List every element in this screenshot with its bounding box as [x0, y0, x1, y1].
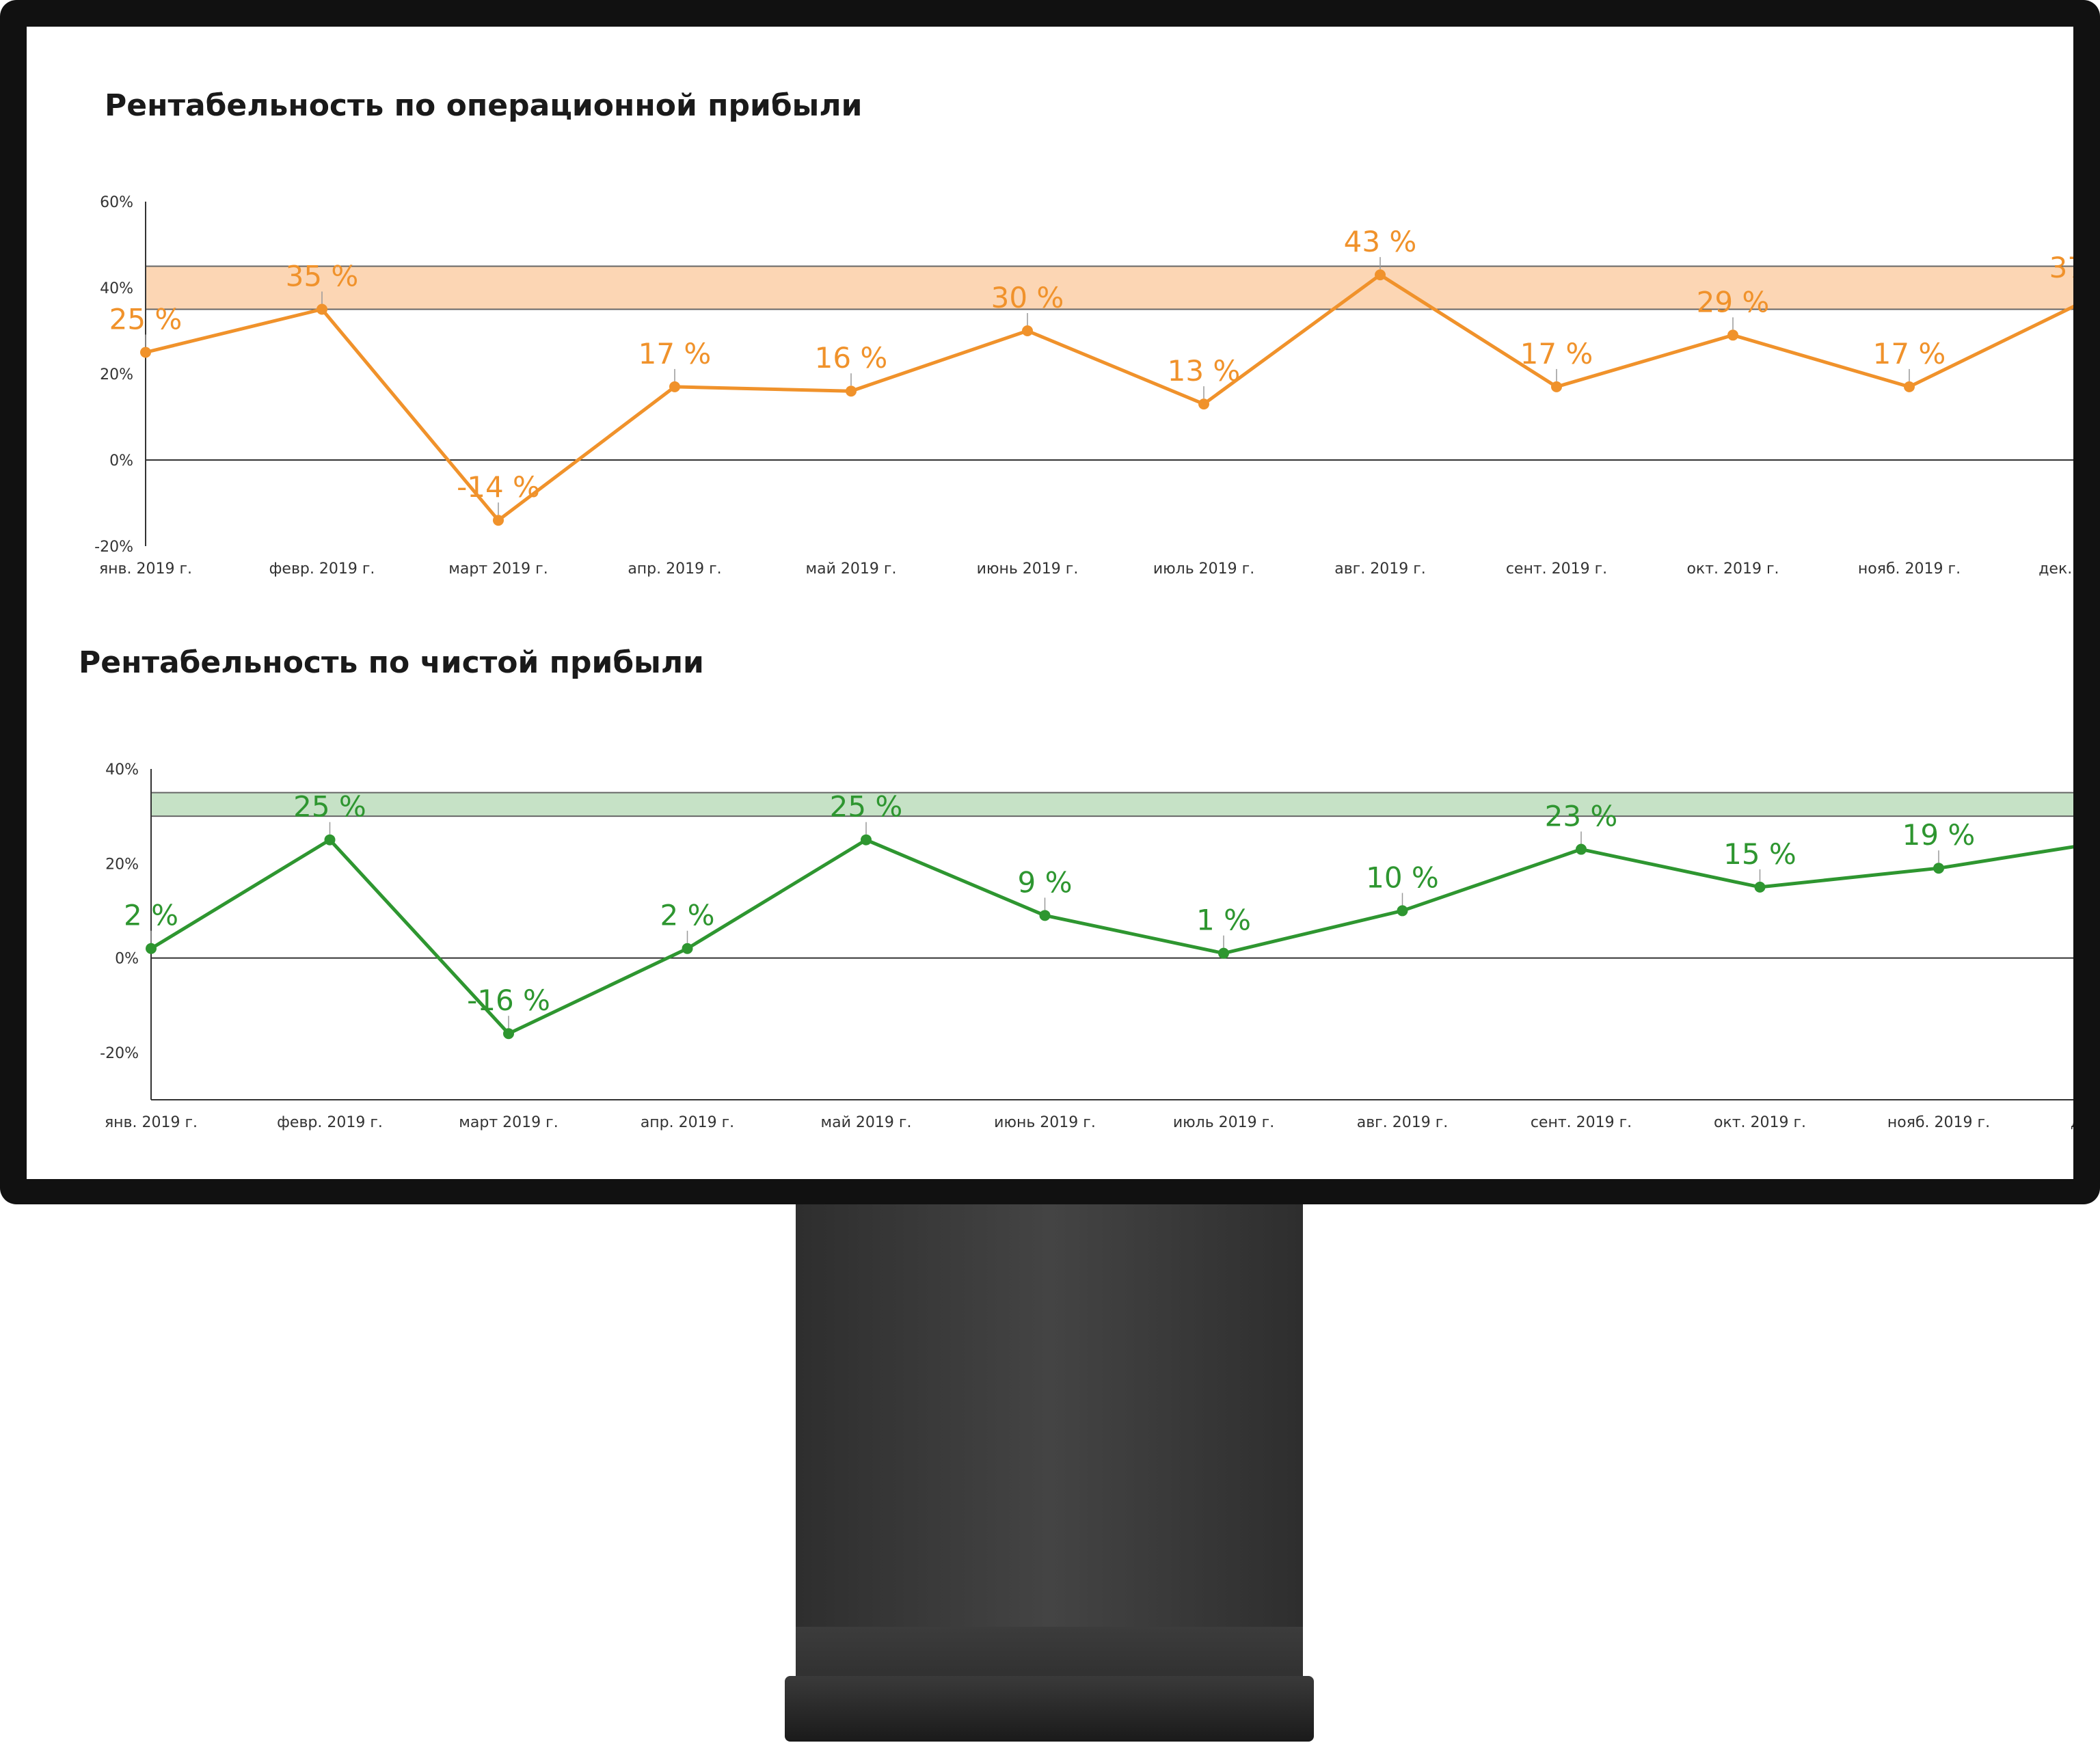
x-tick-label: нояб. 2019 г.	[1858, 560, 1961, 578]
data-label: 23 %	[1545, 800, 1618, 833]
data-label: 35 %	[286, 260, 359, 293]
x-tick-label: окт. 2019 г.	[1686, 560, 1779, 578]
data-point	[324, 834, 336, 846]
data-label: 43 %	[1344, 225, 1417, 258]
data-point	[1576, 843, 1587, 855]
data-point	[140, 347, 151, 358]
x-tick-label: февр. 2019 г.	[269, 560, 375, 578]
data-label: 2 %	[660, 899, 715, 932]
data-label: 16 %	[815, 341, 888, 375]
data-label: 19 %	[1902, 818, 1976, 852]
series-line	[150, 838, 2073, 1036]
data-label: 25 %	[109, 303, 183, 336]
y-tick-label: 40%	[100, 280, 133, 297]
x-tick-label: авг. 2019 г.	[1334, 560, 1426, 578]
target-band	[151, 792, 2073, 817]
chart-title-operating: Рентабельность по операционной прибыли	[105, 88, 863, 123]
x-tick-label: июнь 2019 г.	[994, 1114, 1096, 1131]
x-tick-label: янв. 2019 г.	[99, 560, 192, 578]
data-label: 30 %	[991, 281, 1064, 314]
x-tick-label: дек. 2019 г.	[2038, 560, 2073, 578]
data-label: 1 %	[1196, 904, 1251, 937]
data-point	[1754, 881, 1766, 893]
x-tick-label: сент. 2019 г.	[1531, 1114, 1632, 1131]
data-point	[1551, 381, 1562, 392]
x-tick-label: апр. 2019 г.	[628, 560, 721, 578]
data-point	[1397, 905, 1408, 917]
data-point	[1375, 269, 1386, 281]
y-tick-label: 60%	[100, 194, 133, 211]
x-tick-label: сент. 2019 г.	[1506, 560, 1607, 578]
data-point	[1904, 381, 1915, 392]
x-tick-label: май 2019 г.	[821, 1114, 912, 1131]
y-tick-label: -20%	[94, 539, 133, 556]
data-point	[1022, 325, 1033, 336]
y-tick-label: 40%	[105, 761, 139, 779]
x-tick-label: июнь 2019 г.	[977, 560, 1079, 578]
data-point	[503, 1028, 514, 1040]
chart-operating-margin: -20% 0% 20% 40% 60% янв. 2019 г. февр. 2019 г.…	[94, 194, 2073, 578]
x-tick-label: янв. 2019 г.	[105, 1114, 198, 1131]
data-point	[1198, 398, 1209, 410]
monitor-stand-base	[785, 1676, 1314, 1742]
data-label: 17 %	[1520, 337, 1593, 370]
data-label: 17 %	[638, 337, 712, 370]
data-point	[861, 834, 872, 846]
data-point	[493, 515, 504, 526]
data-label: -16 %	[467, 984, 550, 1017]
data-label: 10 %	[1366, 861, 1439, 894]
x-tick-label: апр. 2019 г.	[641, 1114, 734, 1131]
y-tick-label: 0%	[109, 452, 133, 470]
data-label: 25 %	[830, 790, 903, 824]
x-tick-label: июль 2019 г.	[1173, 1114, 1274, 1131]
x-tick-label: нояб. 2019 г.	[1887, 1114, 1990, 1131]
x-tick-label: окт. 2019 г.	[1714, 1114, 1806, 1131]
data-point	[1933, 863, 1944, 874]
y-tick-label: 0%	[115, 951, 139, 968]
data-label: 25 %	[293, 790, 366, 824]
data-point	[669, 381, 680, 392]
data-point	[146, 943, 157, 954]
y-tick-label: 20%	[100, 366, 133, 383]
data-label: 9 %	[1018, 865, 1073, 899]
data-label: 13 %	[1168, 354, 1241, 388]
monitor-frame: Рентабельность по операционной прибыли -…	[0, 0, 2100, 1204]
data-point	[682, 943, 693, 954]
data-point	[317, 303, 327, 315]
x-tick-label: март 2019 г.	[459, 1114, 558, 1131]
x-tick-label: март 2019 г.	[448, 560, 548, 578]
data-point	[846, 385, 857, 397]
data-label: 29 %	[1697, 285, 1770, 319]
x-tick-label: дек. 2019 г.	[2071, 1114, 2073, 1131]
chart-title-net: Рентабельность по чистой прибыли	[79, 645, 704, 680]
x-tick-label: май 2019 г.	[806, 560, 897, 578]
x-tick-label: июль 2019 г.	[1153, 560, 1254, 578]
series-line	[145, 273, 2073, 522]
data-label: 2 %	[124, 899, 178, 932]
data-label: -14 %	[457, 470, 540, 504]
y-tick-label: -20%	[100, 1045, 139, 1062]
data-label: 37 %	[2049, 251, 2073, 284]
data-point	[1039, 910, 1051, 921]
y-tick-label: 20%	[105, 856, 139, 873]
data-label: 17 %	[1873, 337, 1946, 370]
monitor-stand-neck	[796, 1204, 1303, 1683]
x-tick-label: февр. 2019 г.	[277, 1114, 383, 1131]
x-tick-label: авг. 2019 г.	[1357, 1114, 1449, 1131]
data-point	[1218, 947, 1229, 959]
monitor-screen: Рентабельность по операционной прибыли -…	[27, 27, 2073, 1179]
data-point	[1727, 329, 1738, 341]
target-band	[146, 266, 2073, 310]
chart-net-margin: -20% 0% 20% 40% янв. 2019 г. февр. 2019 г. мар…	[100, 761, 2073, 1131]
data-label: 15 %	[1723, 837, 1796, 871]
